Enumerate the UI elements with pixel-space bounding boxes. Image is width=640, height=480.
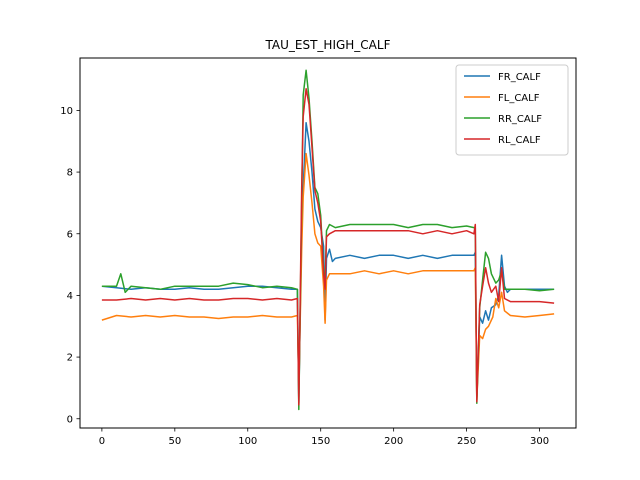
- x-tick-label: 200: [384, 436, 403, 447]
- x-tick-label: 50: [168, 436, 181, 447]
- y-tick-label: 6: [67, 229, 73, 240]
- legend-box: [455, 64, 569, 156]
- plot-lines: [101, 69, 555, 411]
- legend-label: RL_CALF: [498, 135, 541, 146]
- plot-frame: [79, 57, 577, 429]
- y-tick-label: 4: [67, 291, 73, 302]
- legend-label: FL_CALF: [498, 93, 540, 104]
- y-tick-label: 0: [67, 414, 73, 425]
- y-tick-label: 8: [67, 168, 73, 179]
- x-tick-label: 100: [238, 436, 257, 447]
- y-tick-label: 2: [67, 353, 73, 364]
- legend-label: FR_CALF: [498, 72, 541, 83]
- y-tick-label: 10: [60, 106, 73, 117]
- x-tick-label: 250: [457, 436, 476, 447]
- x-tick-label: 300: [530, 436, 549, 447]
- series-line-rl-calf: [101, 88, 555, 406]
- legend: FR_CALF FL_CALF RR_CALF RL_CALF: [455, 64, 569, 156]
- y-axis-ticks: 0 2 4 6 8 10: [60, 106, 80, 425]
- x-tick-label: 150: [311, 436, 330, 447]
- chart-title: TAU_EST_HIGH_CALF: [265, 38, 391, 52]
- x-axis-ticks: 0 50 100 150 200 250 300: [99, 428, 549, 447]
- legend-label: RR_CALF: [498, 114, 542, 125]
- series-line-fr-calf: [101, 122, 555, 405]
- series-line-fl-calf: [101, 152, 555, 402]
- x-tick-label: 0: [99, 436, 105, 447]
